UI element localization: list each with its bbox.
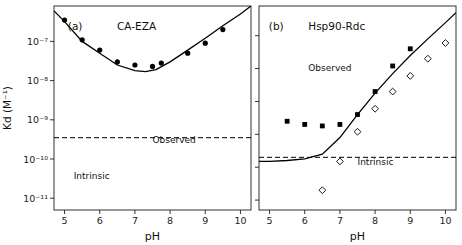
x-tick: [240, 210, 241, 214]
x-tick-label: 8: [167, 215, 173, 226]
figure: 5 6 7 8 9 10 10⁻¹¹ 10⁻¹⁰ 10⁻⁹ 10⁻⁸ 10⁻⁷ pH Kd (M⁻¹) (…: [0, 0, 462, 245]
x-tick: [170, 210, 171, 214]
panel: 5 6 7 8 9 10 pH (b) Observed Intrinsic Hsp90-Rdc: [255, 6, 456, 243]
y-tick: [255, 167, 259, 168]
annotation: Observed: [308, 63, 351, 73]
x-tick-label: 8: [372, 215, 378, 226]
circle-point: [159, 60, 164, 65]
y-tick-label: 10⁻¹⁰: [23, 154, 48, 165]
square-point: [408, 46, 413, 51]
square-point: [285, 119, 290, 124]
x-tick: [339, 210, 340, 214]
x-tick-label: 7: [337, 215, 343, 226]
square-point: [338, 122, 343, 127]
x-tick: [304, 210, 305, 214]
plot-frame: [259, 6, 456, 210]
diamond-point: [442, 40, 449, 47]
x-tick: [445, 210, 446, 214]
square-point: [390, 64, 395, 69]
x-tick-label: 6: [97, 215, 103, 226]
x-tick: [205, 210, 206, 214]
y-tick: [50, 119, 54, 120]
panel-title: Hsp90-Rdc: [308, 20, 365, 32]
y-tick-label: 10⁻⁹: [27, 114, 48, 125]
circle-point: [185, 51, 190, 56]
diamond-point: [354, 128, 361, 135]
square-point: [355, 112, 360, 117]
y-tick: [255, 35, 259, 36]
y-tick: [255, 68, 259, 69]
y-tick-label: 10⁻⁸: [27, 75, 48, 86]
circle-point: [220, 27, 225, 32]
observed-curve: [54, 6, 251, 72]
panel-label: (b): [269, 20, 284, 32]
panel: 5 6 7 8 9 10 10⁻¹¹ 10⁻¹⁰ 10⁻⁹ 10⁻⁸ 10⁻⁷ pH Kd (M⁻¹) (…: [1, 6, 251, 243]
x-tick-label: 9: [407, 215, 413, 226]
y-tick: [50, 159, 54, 160]
observed-curve: [259, 13, 456, 162]
panel-label: (a): [68, 20, 83, 32]
x-tick: [134, 210, 135, 214]
annotation: Intrinsic: [358, 157, 394, 167]
circle-point: [203, 41, 208, 46]
y-tick: [50, 80, 54, 81]
data-area: [259, 13, 456, 194]
y-tick: [50, 198, 54, 199]
plot-frame: [54, 6, 251, 210]
panel-title: CA-EZA: [117, 20, 157, 32]
diamond-point: [337, 158, 344, 165]
x-tick-label: 9: [202, 215, 208, 226]
y-tick: [255, 101, 259, 102]
diamond-point: [372, 105, 379, 112]
y-axis-label: Kd (M⁻¹): [1, 86, 13, 130]
x-tick: [375, 210, 376, 214]
square-point: [302, 122, 307, 127]
x-tick: [99, 210, 100, 214]
square-point: [320, 124, 325, 129]
circle-point: [97, 47, 102, 52]
circle-point: [80, 37, 85, 42]
x-tick-label: 5: [267, 215, 273, 226]
data-area: [54, 6, 251, 138]
y-tick-label: 10⁻⁷: [27, 36, 48, 47]
x-tick: [64, 210, 65, 214]
x-tick-label: 5: [62, 215, 68, 226]
annotation: Intrinsic: [74, 171, 110, 181]
x-tick-label: 6: [302, 215, 308, 226]
x-axis-label: pH: [145, 230, 160, 243]
circle-point: [150, 64, 155, 69]
y-tick: [50, 41, 54, 42]
diamond-point: [389, 88, 396, 95]
y-tick: [255, 200, 259, 201]
x-tick-label: 10: [439, 215, 451, 226]
square-point: [373, 89, 378, 94]
diamond-point: [424, 55, 431, 62]
circle-point: [115, 59, 120, 64]
circle-point: [62, 17, 67, 22]
diamond-point: [319, 187, 326, 194]
x-tick: [269, 210, 270, 214]
x-tick-label: 10: [234, 215, 246, 226]
annotation: Observed: [153, 135, 196, 145]
circle-point: [132, 62, 137, 67]
x-axis-label: pH: [350, 230, 365, 243]
y-tick-label: 10⁻¹¹: [23, 193, 48, 204]
x-tick-label: 7: [132, 215, 138, 226]
diamond-point: [407, 72, 414, 79]
y-tick: [255, 134, 259, 135]
x-tick: [410, 210, 411, 214]
